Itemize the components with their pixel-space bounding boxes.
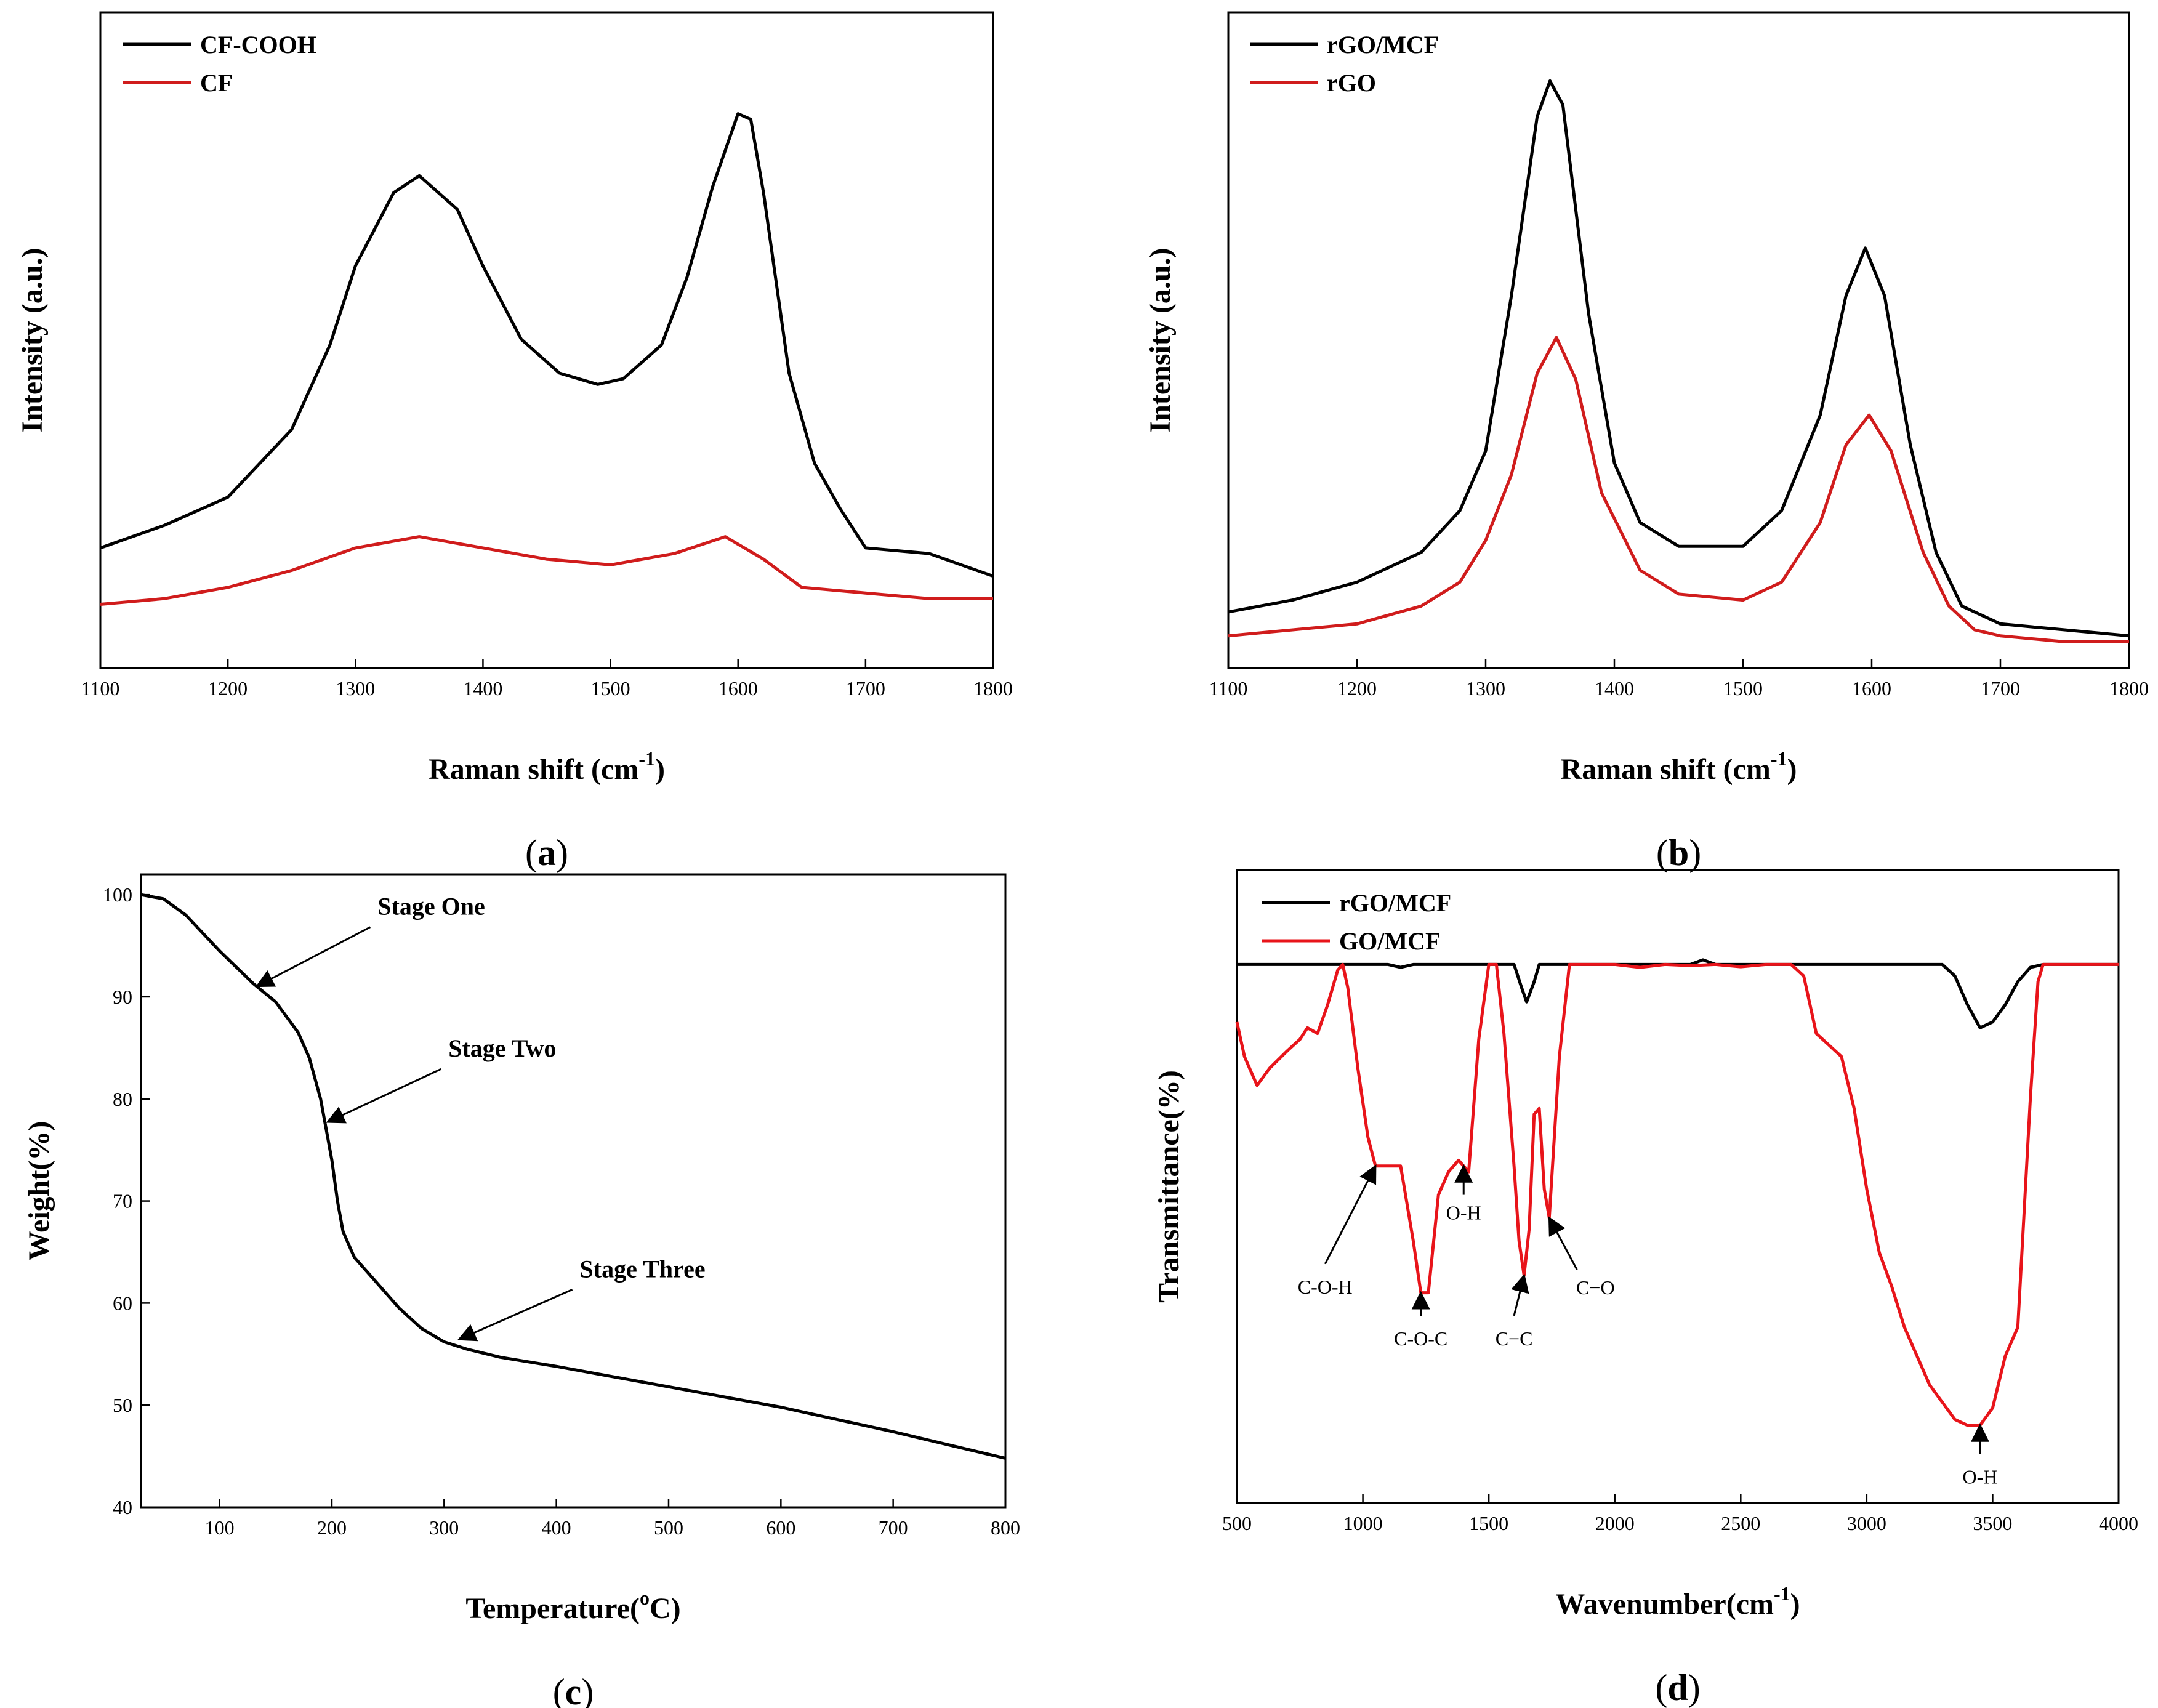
series-line-cf-cooh [100, 112, 994, 578]
group-label: O-H [1963, 1466, 1998, 1488]
plot-frame [99, 11, 994, 669]
group-label: O-H [1446, 1202, 1481, 1224]
x-tick-label: 1400 [463, 677, 502, 699]
x-tick-label: 1800 [2109, 677, 2149, 699]
plot-frame [1227, 11, 2130, 669]
group-label: C−O [1576, 1276, 1615, 1299]
x-tick-label: 200 [317, 1517, 347, 1539]
x-tick-label: 2000 [1595, 1512, 1635, 1534]
y-tick-label: 70 [113, 1190, 132, 1212]
y-axis-label: Weight(%) [23, 1121, 55, 1261]
x-tick-label: 1400 [1595, 677, 1634, 699]
plot-frame [140, 873, 1007, 1509]
stage-label: Stage Two [448, 1034, 556, 1062]
y-axis-label: Intensity (a.u.) [1144, 248, 1177, 432]
group-arrow [1548, 1216, 1578, 1270]
x-tick-label: 500 [1222, 1512, 1252, 1534]
series-line-cf [100, 535, 993, 606]
x-tick-label: 1500 [591, 677, 630, 699]
x-tick-label: 1700 [1981, 677, 2020, 699]
group-label: C-O-C [1394, 1327, 1447, 1350]
group-arrow [1511, 1273, 1529, 1316]
x-tick-label: 1100 [81, 677, 120, 699]
x-tick-label: 1800 [973, 677, 1013, 699]
stage-label: Stage One [377, 893, 485, 920]
x-tick-label: 3000 [1847, 1512, 1886, 1534]
x-tick-label: 2500 [1721, 1512, 1760, 1534]
x-tick-label: 1700 [846, 677, 885, 699]
group-label: C-O-H [1298, 1276, 1353, 1298]
y-tick-label: 90 [113, 986, 132, 1008]
x-tick-label: 1000 [1343, 1512, 1383, 1534]
x-tick-label: 100 [205, 1517, 235, 1539]
x-tick-label: 1500 [1469, 1512, 1508, 1534]
y-tick-label: 100 [103, 884, 132, 906]
x-tick-label: 600 [766, 1517, 795, 1539]
panel-a: 1100 1200 1300 1400 1500 1600 1700 1800 CF-COOH C… [16, 11, 1013, 873]
legend-label: rGO/MCF [1339, 889, 1451, 917]
x-tick-label: 1600 [1852, 677, 1891, 699]
legend-label: GO/MCF [1339, 927, 1440, 955]
x-tick-label: 400 [542, 1517, 571, 1539]
plot-frame [1236, 869, 2120, 1504]
stage-arrow [457, 1289, 573, 1342]
x-tick-label: 1200 [1337, 677, 1377, 699]
x-axis-label: Temperature(oC) [465, 1587, 680, 1625]
x-tick-label: 700 [879, 1517, 908, 1539]
stage-label: Stage Three [580, 1255, 706, 1283]
panel-c: 100 200 300 400 500 600 700 800 40 50 60 70 80 90 100 T… [23, 873, 1020, 1708]
x-tick-label: 1600 [719, 677, 758, 699]
panel-label: (a) [525, 832, 568, 873]
y-tick-label: 50 [113, 1394, 132, 1416]
legend-label: CF [200, 69, 233, 97]
x-axis-label: Raman shift (cm-1) [429, 747, 665, 786]
x-tick-label: 1500 [1723, 677, 1763, 699]
y-axis-label: Intensity (a.u.) [16, 248, 49, 432]
y-axis-label: Transmittance(%) [1153, 1070, 1185, 1303]
panel-b: 1100 1200 1300 1400 1500 1600 1700 1800 rGO/MCF r… [1144, 11, 2149, 873]
panel-label: (d) [1655, 1667, 1700, 1708]
legend-label: CF-COOH [200, 31, 316, 58]
x-axis-label: Wavenumber(cm-1) [1555, 1582, 1800, 1621]
y-tick-label: 60 [113, 1292, 132, 1314]
group-arrow [1324, 1164, 1377, 1265]
series-line-weight [140, 893, 1006, 1460]
x-tick-label: 4000 [2099, 1512, 2138, 1534]
x-tick-label: 1100 [1209, 677, 1248, 699]
panel-label: (b) [1656, 832, 1701, 873]
x-tick-label: 3500 [1973, 1512, 2012, 1534]
series-line-go-mcf [1235, 962, 2119, 1427]
series-line-rgo [1228, 336, 2129, 643]
x-tick-label: 1200 [208, 677, 248, 699]
legend-label: rGO [1327, 69, 1376, 97]
stage-arrow [326, 1068, 441, 1124]
x-axis-label: Raman shift (cm-1) [1561, 747, 1797, 786]
panel-d: 500 1000 1500 2000 2500 3000 3500 4000 rGO/MCF GO… [1153, 869, 2138, 1708]
stage-arrow [255, 926, 371, 988]
x-tick-label: 1300 [1466, 677, 1505, 699]
series-line-rgo-mcf [1237, 958, 2119, 1029]
panel-label: (c) [553, 1672, 594, 1708]
legend-label: rGO/MCF [1327, 31, 1439, 58]
series-line-rgo-mcf [1228, 79, 2130, 638]
y-tick-label: 80 [113, 1088, 132, 1110]
y-tick-label: 40 [113, 1496, 132, 1518]
x-tick-label: 1300 [336, 677, 375, 699]
group-label: C−C [1496, 1327, 1533, 1350]
x-tick-label: 500 [654, 1517, 683, 1539]
x-tick-label: 800 [991, 1517, 1020, 1539]
x-tick-label: 300 [429, 1517, 459, 1539]
